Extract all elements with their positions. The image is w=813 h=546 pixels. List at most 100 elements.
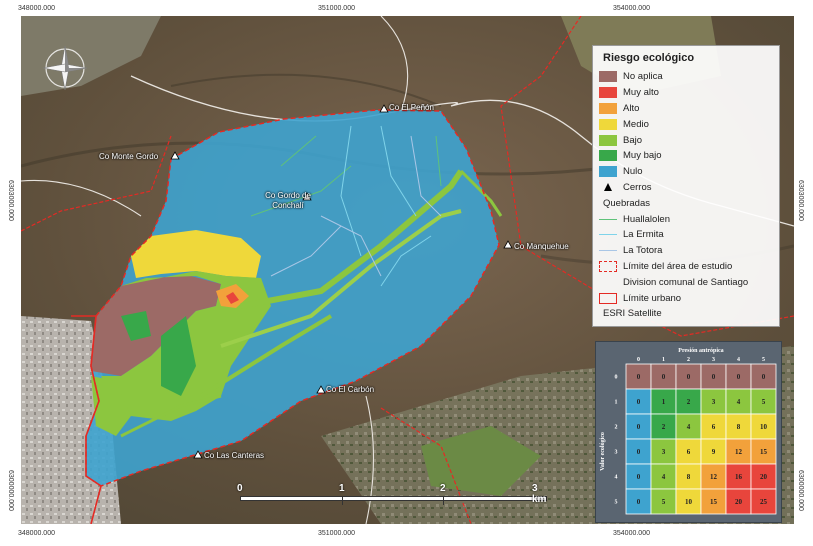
solid-box-icon <box>599 292 617 304</box>
coord-top-2: 351000.000 <box>318 5 355 12</box>
matrix-cell <box>750 463 777 490</box>
matrix-cell-value: 2 <box>662 423 666 431</box>
matrix-cell-value: 0 <box>637 423 641 431</box>
urban-area-northwest <box>21 16 161 96</box>
matrix-cell-value: 0 <box>737 373 741 381</box>
legend-quebradas-title: Quebradas <box>603 197 651 209</box>
matrix-col-header: 0 <box>637 357 640 363</box>
matrix-cell-value: 4 <box>662 473 666 481</box>
matrix-cell <box>625 463 652 490</box>
legend-swatch <box>599 166 617 178</box>
matrix-cell <box>675 488 702 515</box>
coord-bottom-3: 354000.000 <box>613 530 650 537</box>
matrix-col-header: 3 <box>712 357 715 363</box>
matrix-cell-value: 0 <box>687 373 691 381</box>
matrix-cell-value: 9 <box>712 448 716 456</box>
matrix-cell-value: 0 <box>637 373 641 381</box>
legend-swatch <box>599 71 617 83</box>
legend-label: La Totora <box>623 245 663 257</box>
legend-item-limite-estudio: Límite del área de estudio <box>599 259 773 275</box>
matrix-col-header: 1 <box>662 357 665 363</box>
coord-left-2: 6303000.000 <box>7 180 14 221</box>
legend-label: Límite del área de estudio <box>623 260 733 272</box>
legend-swatch <box>599 87 617 99</box>
matrix-cell <box>675 413 702 440</box>
legend-item-quebrada: La Totora <box>599 243 773 259</box>
matrix-cell <box>625 438 652 465</box>
map-legend: Riesgo ecológico No aplica Muy alto Alto Me… <box>592 45 780 327</box>
risk-matrix: Presión antrópica Valor ecológico 0 1 2 3 4 5 0 1… <box>595 341 782 523</box>
matrix-cell-value: 6 <box>687 448 691 456</box>
legend-label: Huallalolen <box>623 213 671 225</box>
dashed-box-icon <box>599 260 617 272</box>
line-swatch <box>599 218 617 220</box>
matrix-cell-value: 8 <box>687 473 691 481</box>
matrix-row-header: 1 <box>615 400 618 406</box>
matrix-cell-value: 12 <box>710 473 718 481</box>
legend-item: Medio <box>599 116 773 132</box>
legend-item: Muy alto <box>599 85 773 101</box>
legend-label: Nulo <box>623 166 643 178</box>
legend-swatch <box>599 150 617 162</box>
matrix-col-header: 5 <box>762 357 765 363</box>
matrix-cell-value: 0 <box>712 373 716 381</box>
place-label: Co Monte Gordo <box>99 152 159 161</box>
matrix-cell-value: 3 <box>712 398 716 406</box>
place-label: Co Manquehue <box>514 242 569 251</box>
matrix-cell <box>750 438 777 465</box>
legend-base-layer: ESRI Satellite <box>603 308 662 320</box>
matrix-cell <box>625 363 652 390</box>
matrix-cell-value: 10 <box>685 498 693 506</box>
legend-item-quebrada: Huallalolen <box>599 211 773 227</box>
blank-swatch <box>599 277 617 288</box>
matrix-row-header: 4 <box>615 475 618 481</box>
legend-item: Muy bajo <box>599 148 773 164</box>
coord-top-3: 354000.000 <box>613 5 650 12</box>
legend-item: Nulo <box>599 164 773 180</box>
matrix-col-header: 4 <box>737 357 740 363</box>
legend-title: Riesgo ecológico <box>603 52 695 64</box>
zone-medio <box>131 230 261 278</box>
zone-muy-bajo <box>161 316 196 396</box>
place-label: Co El Carbón <box>326 385 375 394</box>
legend-swatch <box>599 102 617 114</box>
matrix-cell <box>725 488 752 515</box>
matrix-row-header: 3 <box>615 450 618 456</box>
matrix-cell <box>700 463 727 490</box>
matrix-cell <box>650 438 677 465</box>
coord-left-1: 6300000.000 <box>7 470 14 511</box>
matrix-cell-value: 8 <box>737 423 741 431</box>
scale-tick-label: 0 <box>237 483 243 494</box>
matrix-cell <box>625 388 652 415</box>
matrix-row-header: 0 <box>615 375 618 381</box>
matrix-cell-value: 5 <box>662 498 666 506</box>
legend-item-cerros: Cerros <box>599 180 773 196</box>
legend-label: Medio <box>623 118 649 130</box>
matrix-cell <box>700 413 727 440</box>
matrix-cell <box>700 388 727 415</box>
zone-muy-alto <box>226 292 239 304</box>
matrix-cell <box>650 463 677 490</box>
legend-item-quebrada: La Ermita <box>599 227 773 243</box>
matrix-cell-value: 12 <box>735 448 743 456</box>
legend-label: La Ermita <box>623 229 664 241</box>
legend-item-limite-urbano: Límite urbano <box>599 290 773 306</box>
matrix-cell-value: 4 <box>737 398 741 406</box>
matrix-col-title: Presión antrópica <box>678 348 723 354</box>
matrix-cell <box>650 488 677 515</box>
matrix-cell-value: 20 <box>735 498 743 506</box>
matrix-cell <box>650 413 677 440</box>
matrix-cell-value: 15 <box>710 498 718 506</box>
legend-quebradas: Huallalolen La Ermita La Totora <box>599 211 773 258</box>
coord-top-1: 348000.000 <box>18 5 55 12</box>
scale-tick-label: 1 <box>339 483 345 494</box>
legend-item: Alto <box>599 101 773 117</box>
matrix-cell-value: 6 <box>712 423 716 431</box>
matrix-cell-value: 0 <box>637 398 641 406</box>
matrix-cell <box>725 438 752 465</box>
matrix-cell <box>750 363 777 390</box>
matrix-row-header: 2 <box>615 425 618 431</box>
matrix-row-header: 5 <box>615 500 618 506</box>
scale-tick-label: 2 <box>440 483 446 494</box>
